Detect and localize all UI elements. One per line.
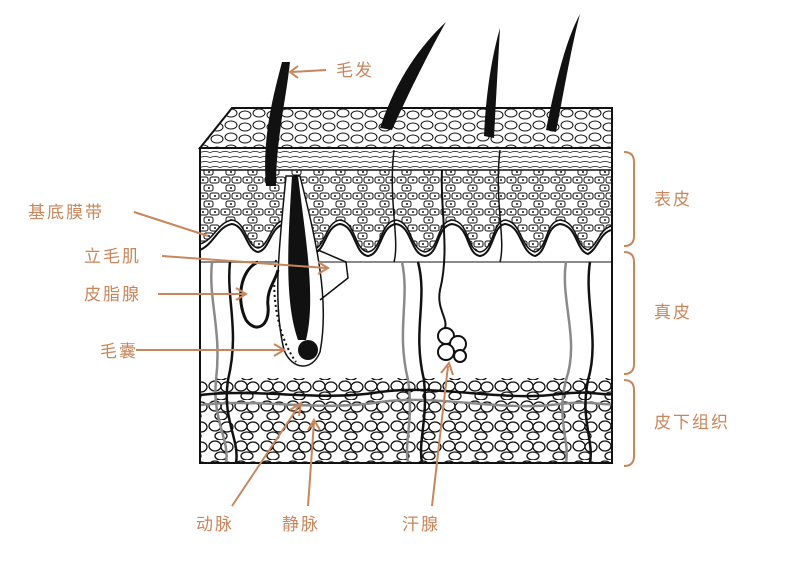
sweat-gland-coil xyxy=(437,327,467,363)
label-sweat-gland: 汗腺 xyxy=(402,515,440,535)
diagram-labels: 毛发 基底膜带 立毛肌 皮脂腺 毛囊 表皮 真皮 皮下组织 动脉 静脉 汗腺 xyxy=(28,61,730,535)
label-sebaceous-gland: 皮脂腺 xyxy=(84,285,141,305)
label-epidermis: 表皮 xyxy=(654,190,692,210)
label-subcutaneous: 皮下组织 xyxy=(654,413,730,433)
leader-lines xyxy=(133,65,454,507)
label-arrector-pili: 立毛肌 xyxy=(84,247,141,267)
label-basement-membrane: 基底膜带 xyxy=(28,203,104,223)
label-hair-follicle: 毛囊 xyxy=(100,342,138,362)
skin-front-face xyxy=(200,148,612,463)
hair-strands xyxy=(265,14,580,186)
label-artery: 动脉 xyxy=(196,515,234,535)
label-vein: 静脉 xyxy=(282,515,320,535)
layer-brackets xyxy=(623,151,635,467)
label-hair: 毛发 xyxy=(336,61,374,81)
label-dermis: 真皮 xyxy=(654,303,692,323)
